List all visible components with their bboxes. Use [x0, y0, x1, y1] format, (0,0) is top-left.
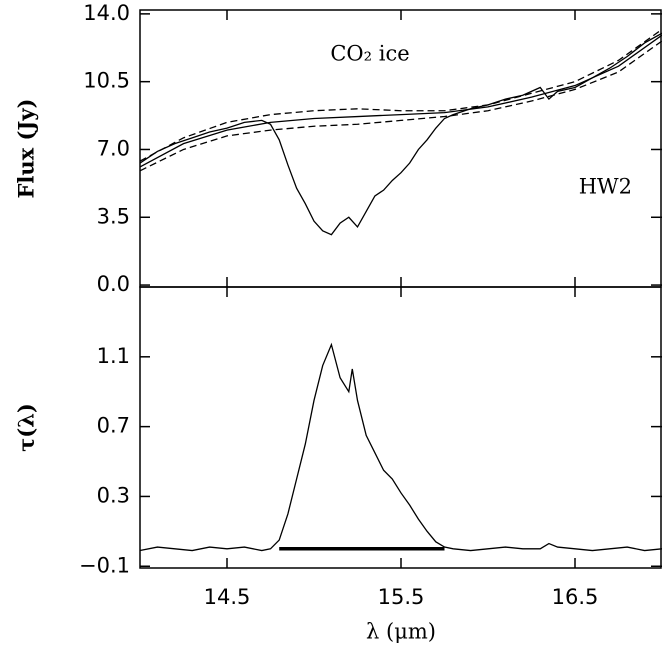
- plot-frame: [139, 286, 662, 569]
- y-tick-label: 1.1: [97, 344, 130, 368]
- y-tick-label: 10.5: [83, 69, 130, 93]
- y-tick-label: 0.0: [97, 272, 130, 296]
- annotation: CO₂ ice: [330, 42, 409, 66]
- y-tick-label: −0.1: [79, 553, 130, 577]
- x-axis-title: λ (μm): [366, 620, 436, 644]
- y-tick-label: 7.0: [97, 136, 130, 160]
- y-axis-title: Flux (Jy): [14, 99, 39, 199]
- data-line: [139, 342, 662, 552]
- x-tick-label: 14.5: [204, 585, 251, 609]
- data-line: [139, 32, 662, 236]
- y-tick-label: 3.5: [97, 204, 130, 228]
- data-line: [139, 34, 662, 168]
- data-line: [139, 40, 662, 172]
- y-tick-label: 14.0: [83, 1, 130, 25]
- data-line: [139, 28, 662, 162]
- x-tick-label: 16.5: [552, 585, 599, 609]
- y-tick-label: 0.7: [97, 414, 130, 438]
- x-tick-label: 15.5: [378, 585, 425, 609]
- y-axis-title: τ(λ): [14, 403, 39, 452]
- annotation: HW2: [579, 175, 632, 199]
- y-tick-label: 0.3: [97, 483, 130, 507]
